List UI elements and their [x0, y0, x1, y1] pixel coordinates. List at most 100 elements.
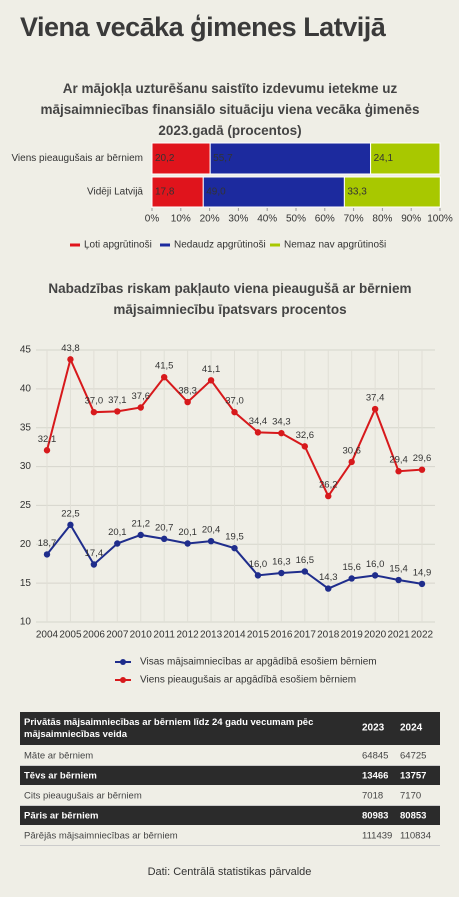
x-tick-label: 2018 [317, 630, 340, 641]
x-tick-label: 2013 [200, 630, 223, 641]
value-label: 41,1 [202, 364, 221, 375]
value-label: 34,3 [272, 417, 291, 428]
value-label: 20,1 [108, 527, 127, 538]
bar-segment [370, 142, 441, 175]
table-cell: 13757 [400, 771, 426, 782]
point [207, 537, 215, 545]
table-cell: 64725 [400, 751, 426, 762]
value-label: 38,3 [178, 386, 197, 397]
y-tick-label: 30 [20, 461, 32, 472]
point [348, 575, 355, 582]
legend-marker-dot [120, 677, 126, 683]
point [160, 535, 168, 543]
point [184, 398, 191, 406]
x-tick-label: 2021 [387, 630, 410, 641]
y-tick-label: 20 [20, 539, 32, 550]
point [231, 544, 238, 552]
value-label: 37,4 [366, 393, 385, 404]
y-tick-label: 45 [20, 345, 32, 356]
point [184, 540, 191, 547]
x-tick-label: 70% [344, 214, 364, 225]
point [137, 531, 144, 539]
value-label: 29,6 [413, 453, 432, 464]
table-cell: 111439 [362, 831, 392, 842]
table-cell: 80983 [362, 811, 388, 822]
value-label: 30,6 [342, 445, 361, 456]
value-label: 24,1 [374, 153, 394, 164]
y-tick-label: 40 [20, 383, 32, 394]
point [114, 408, 121, 415]
point [348, 458, 355, 466]
point [301, 568, 309, 575]
point [278, 569, 285, 577]
legend-label: Visas mājsaimniecības ar apgādībā esošie… [140, 657, 377, 668]
legend-marker-dot [120, 659, 126, 665]
value-label: 49,0 [206, 187, 226, 198]
point [43, 551, 51, 558]
value-label: 18,7 [38, 538, 57, 549]
x-tick-label: 60% [315, 214, 335, 225]
chart-title: Nabadzības riskam pakļauto viena pieaugu… [48, 281, 412, 317]
bar-segment [151, 176, 204, 208]
point [395, 576, 402, 584]
point [418, 466, 426, 473]
table-row-bg [20, 766, 440, 785]
point [418, 580, 426, 588]
point [301, 443, 309, 450]
value-label: 29,4 [389, 455, 408, 466]
value-label: 17,4 [85, 548, 104, 559]
point [114, 540, 121, 547]
value-label: 21,2 [132, 518, 151, 529]
x-tick-label: 2011 [153, 630, 175, 641]
bar-segment [343, 176, 441, 208]
table-cell: 80853 [400, 811, 426, 822]
table-cell: 7170 [400, 791, 421, 802]
table-header: 2024 [400, 723, 423, 734]
table-cell: 7018 [362, 791, 383, 802]
x-tick-label: 50% [286, 214, 306, 225]
table-cell: 110834 [400, 831, 431, 842]
value-label: 14,3 [319, 572, 338, 583]
x-tick-label: 2006 [83, 630, 106, 641]
x-tick-label: 2017 [294, 630, 317, 641]
point [207, 377, 215, 384]
point [371, 405, 379, 413]
x-tick-label: 10% [171, 214, 191, 225]
table-cell: Māte ar bērniem [24, 751, 93, 762]
y-tick-label: 15 [20, 578, 32, 589]
bar-segment [209, 142, 372, 175]
table-cell: Tēvs ar bērniem [24, 771, 97, 782]
x-tick-label: 30% [228, 214, 248, 225]
table-row-bg [20, 806, 440, 825]
value-label: 37,0 [85, 396, 104, 407]
table-header: Privātās mājsaimniecības ar bērniem līdz… [24, 717, 313, 740]
point [278, 429, 285, 437]
value-label: 17,8 [155, 187, 175, 198]
x-tick-label: 2016 [270, 630, 293, 641]
legend-label: Viens pieaugušais ar apgādībā esošiem bē… [140, 675, 356, 686]
value-label: 15,4 [389, 564, 408, 575]
point [254, 572, 262, 579]
point [67, 521, 74, 529]
legend-label: Nemaz nav apgrūtinoši [284, 240, 386, 251]
y-tick-label: 10 [20, 617, 32, 628]
x-tick-label: 2012 [177, 630, 200, 641]
value-label: 41,5 [155, 361, 174, 372]
table-cell: Cits pieaugušais ar bērniem [24, 791, 142, 802]
point [231, 408, 238, 416]
value-label: 37,6 [132, 391, 151, 402]
bar-segment [151, 142, 211, 175]
point [160, 374, 168, 381]
value-label: 16,3 [272, 557, 291, 568]
table-header: 2023 [362, 723, 385, 734]
point [43, 447, 51, 454]
value-label: 43,8 [61, 343, 80, 354]
table-header-bg [20, 712, 440, 745]
value-label: 20,2 [155, 153, 175, 164]
x-tick-label: 2020 [364, 630, 387, 641]
value-label: 19,5 [225, 532, 244, 543]
value-label: 16,0 [249, 559, 268, 570]
x-tick-label: 90% [401, 214, 421, 225]
table-cell: Pārējās mājsaimniecības ar bērniem [24, 831, 178, 842]
legend-label: Ļoti apgrūtinoši [84, 240, 152, 251]
